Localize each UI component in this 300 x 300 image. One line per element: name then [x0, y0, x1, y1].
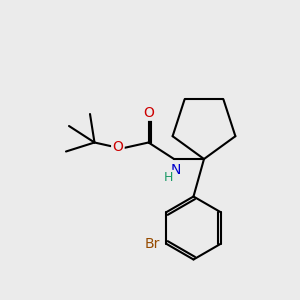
Text: Br: Br [145, 237, 161, 251]
Text: H: H [164, 171, 173, 184]
Text: O: O [143, 106, 154, 119]
Text: O: O [112, 140, 123, 154]
Text: N: N [170, 163, 181, 176]
